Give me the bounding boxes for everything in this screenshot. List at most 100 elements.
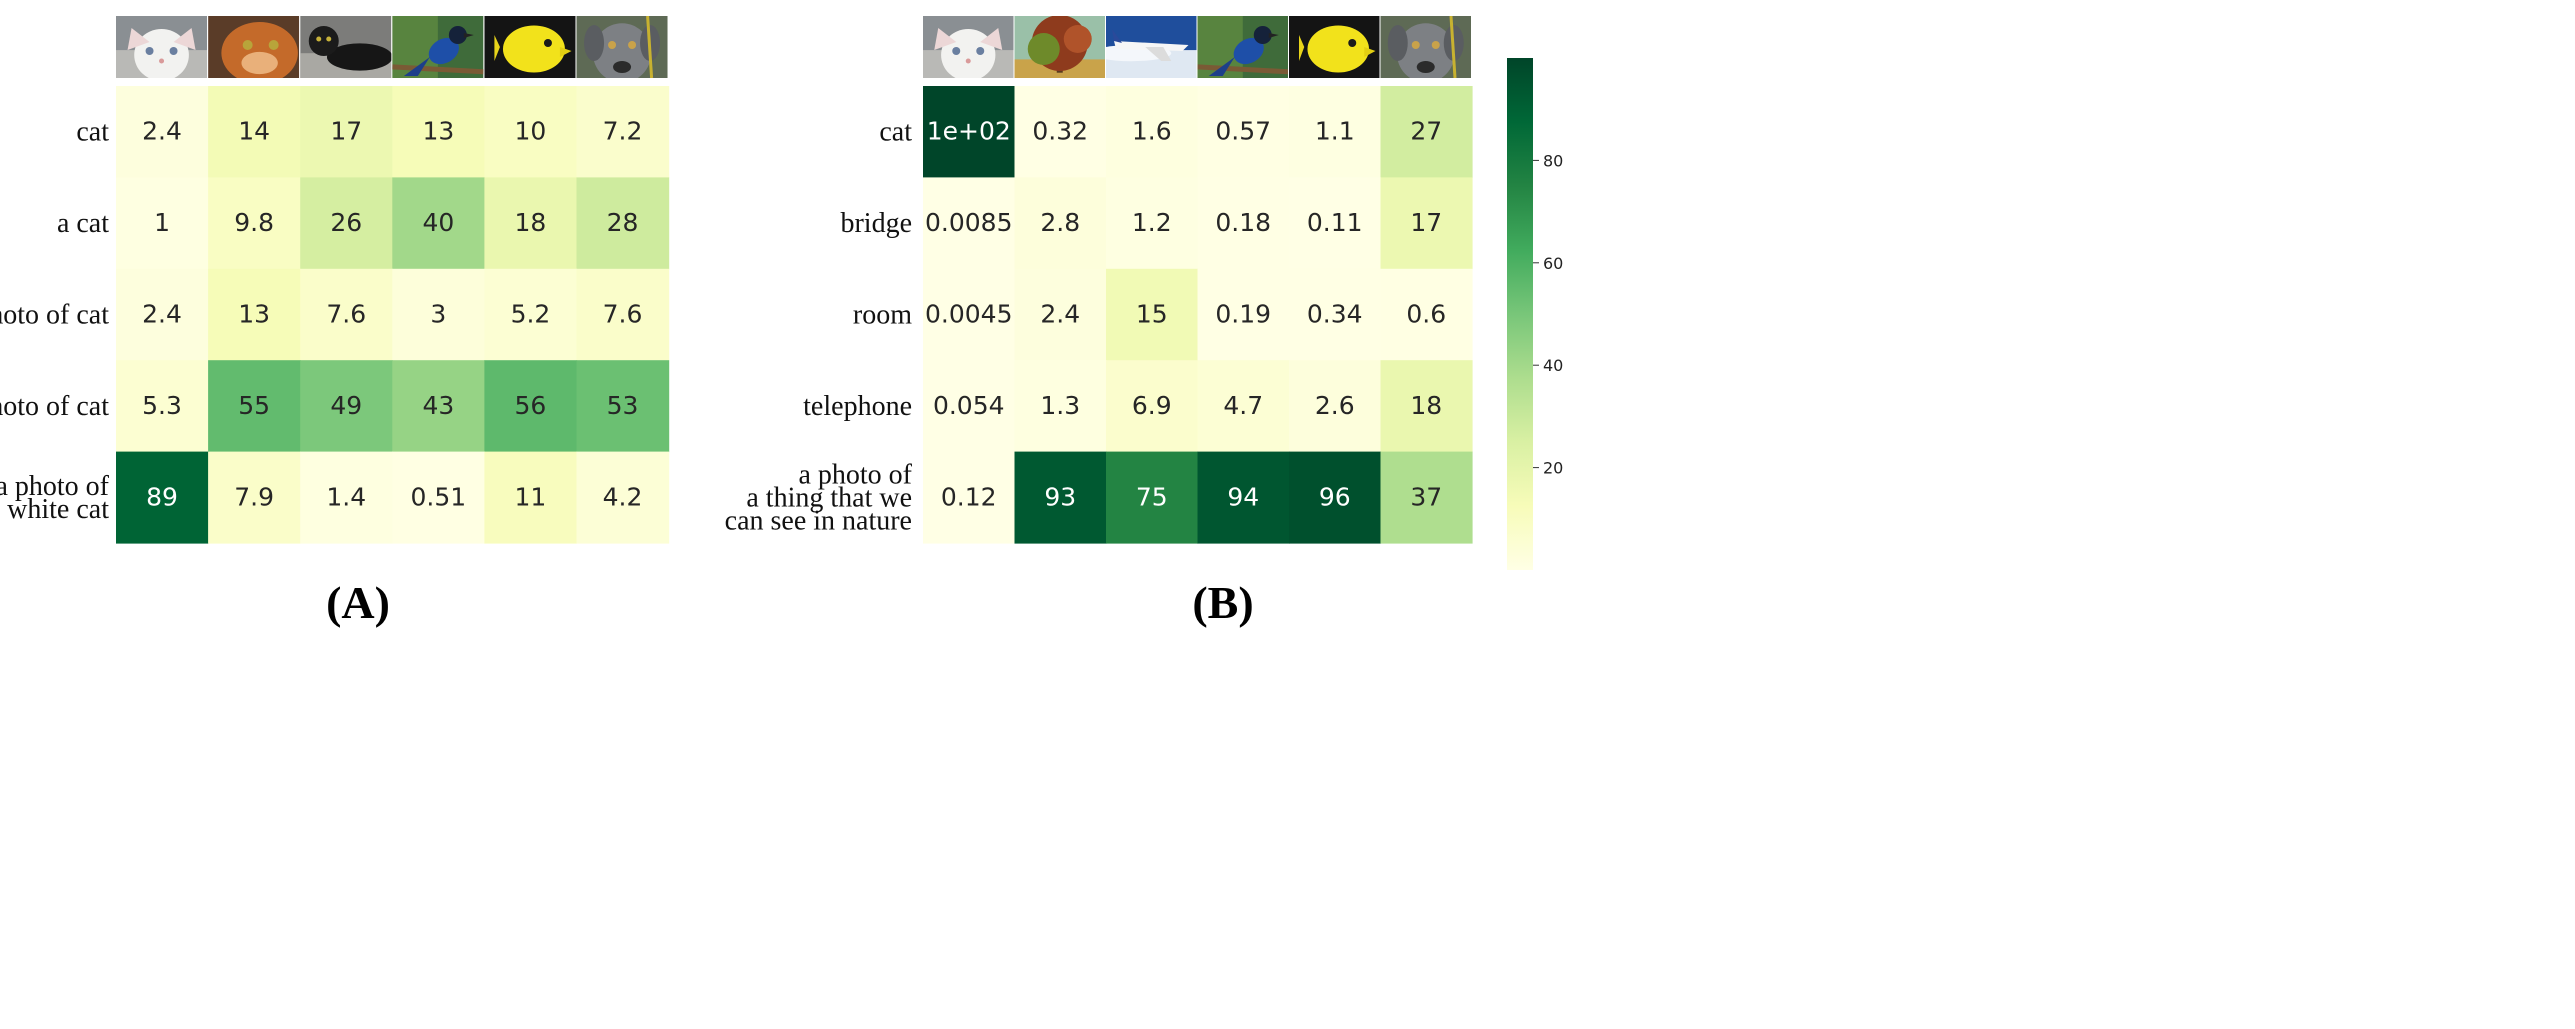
heatmap-cell [208, 360, 301, 453]
heatmap-cell [1197, 86, 1290, 178]
heatmap-cell [208, 86, 301, 178]
heatmap-cell [1106, 360, 1199, 453]
cell-value-label: 56 [515, 391, 547, 420]
heatmap-cell [1289, 177, 1382, 270]
cell-value-label: 27 [1410, 117, 1442, 146]
row-label: cat [76, 117, 109, 148]
row-label: can see in nature [725, 505, 912, 536]
blue-bird-photo [1197, 16, 1288, 78]
cell-value-label: 89 [146, 482, 178, 511]
cell-value-label: 2.4 [142, 117, 182, 146]
heatmap-cell [923, 360, 1016, 453]
orange-cat-photo [208, 16, 300, 78]
heatmap-cell [300, 177, 393, 270]
heatmap-cell [392, 268, 485, 361]
colorbar-tick-label: 80 [1543, 151, 1563, 170]
heatmap-cell [576, 360, 670, 453]
cell-value-label: 0.19 [1215, 300, 1271, 329]
cell-value-label: 11 [515, 482, 547, 511]
heatmap-cell [392, 177, 485, 270]
heatmap-cell [1014, 268, 1107, 361]
grey-dog-photo [1380, 16, 1471, 78]
cell-value-label: 2.6 [1315, 391, 1355, 420]
cell-value-label: 13 [238, 300, 270, 329]
cell-value-label: 26 [330, 208, 362, 237]
heatmap-cell [116, 360, 209, 453]
heatmap-cell [1380, 451, 1473, 544]
cell-value-label: 2.8 [1040, 208, 1080, 237]
cell-value-label: 2.4 [142, 300, 182, 329]
heatmap-cell [116, 268, 209, 361]
heatmap-cell [300, 360, 393, 453]
heatmap-cell [300, 86, 393, 178]
heatmap-cell [1197, 268, 1290, 361]
cell-value-label: 1.2 [1132, 208, 1172, 237]
cell-value-label: 7.9 [234, 482, 274, 511]
heatmap-cell [1380, 177, 1473, 270]
heatmap-cell [576, 268, 670, 361]
heatmap-cell [208, 451, 301, 544]
heatmap-cell [1289, 451, 1382, 544]
colorbar-tick-label: 20 [1543, 459, 1563, 478]
heatmap-cell [300, 268, 393, 361]
heatmap-cell [484, 86, 578, 178]
heatmap-cell [1106, 86, 1199, 178]
heatmap-cell [392, 360, 485, 453]
heatmap-cell [1380, 268, 1473, 361]
row-label: a thing that we [746, 482, 912, 513]
heatmap-cell [576, 86, 670, 178]
cell-value-label: 15 [1136, 300, 1168, 329]
cell-value-label: 40 [422, 208, 454, 237]
cell-value-label: 18 [1410, 391, 1442, 420]
row-label: bridge [840, 208, 912, 239]
heatmap-cell [484, 177, 578, 270]
heatmap-cell [1014, 177, 1107, 270]
cell-value-label: 7.6 [326, 300, 366, 329]
cell-value-label: 93 [1044, 482, 1076, 511]
cell-value-label: 49 [330, 391, 362, 420]
cell-value-label: 0.18 [1215, 208, 1271, 237]
tree-photo [1014, 16, 1105, 78]
heatmap-cell [1380, 360, 1473, 453]
cell-value-label: 9.8 [234, 208, 274, 237]
heatmap-cell [1289, 360, 1382, 453]
heatmap-cell [208, 177, 301, 270]
colorbar-gradient [1507, 58, 1533, 570]
cell-value-label: 14 [238, 117, 270, 146]
heatmap-cell [1197, 177, 1290, 270]
blue-bird-photo [392, 16, 484, 78]
heatmap-cell [208, 268, 301, 361]
heatmap-cell [1197, 451, 1290, 544]
cell-value-label: 17 [330, 117, 362, 146]
heatmap-cell [1014, 86, 1107, 178]
row-label: white cat [7, 494, 109, 525]
cell-value-label: 37 [1410, 482, 1442, 511]
cell-value-label: 1.1 [1315, 117, 1355, 146]
cell-value-label: 94 [1227, 482, 1259, 511]
row-label: a cat [57, 208, 109, 239]
row-label: cat [879, 117, 912, 148]
heatmap-cell [392, 451, 485, 544]
heatmap-cell [576, 451, 670, 544]
cell-value-label: 0.34 [1307, 300, 1363, 329]
heatmap-cell [484, 451, 578, 544]
colorbar-tick-label: 40 [1543, 356, 1563, 375]
cell-value-label: 0.0085 [925, 208, 1012, 237]
airplane-photo [1106, 16, 1197, 78]
cell-value-label: 1.6 [1132, 117, 1172, 146]
cell-value-label: 1.4 [326, 482, 366, 511]
row-label: telephone [803, 391, 912, 422]
cell-value-label: 0.32 [1032, 117, 1088, 146]
heatmap-cell [576, 177, 670, 270]
white-cat-photo [116, 16, 208, 78]
cell-value-label: 1.3 [1040, 391, 1080, 420]
cell-value-label: 53 [607, 391, 639, 420]
grey-dog-photo [576, 16, 668, 78]
heatmap-panel-a: 2.4 14 17 13 10 7.2 cat 1 9.8 26 40 18 28 a cat 2.4 13 7… [0, 16, 670, 628]
yellow-fish-photo [1289, 16, 1380, 78]
cell-value-label: 0.11 [1307, 208, 1363, 237]
heatmap-cell [1014, 451, 1107, 544]
cell-value-label: 5.2 [511, 300, 551, 329]
heatmap-cell [392, 86, 485, 178]
cell-value-label: 0.51 [411, 482, 467, 511]
